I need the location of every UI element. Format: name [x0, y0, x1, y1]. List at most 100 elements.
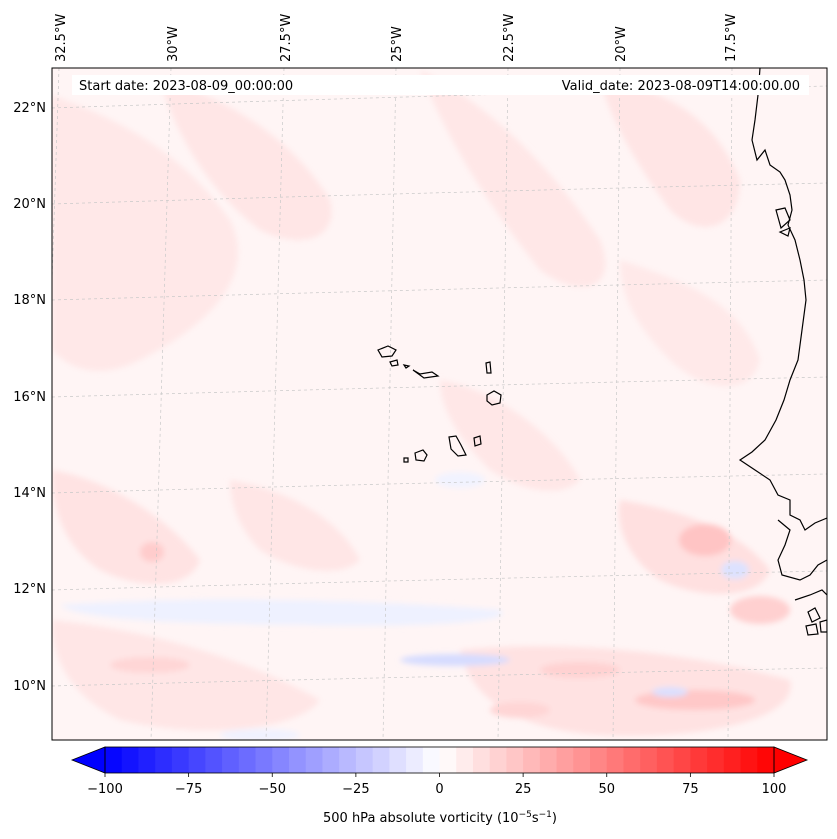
graticule	[52, 68, 827, 740]
colorbar-extend-low	[70, 746, 106, 774]
lat-label: 20°N	[13, 197, 46, 212]
map-frame	[51, 67, 828, 741]
vorticity-negative	[652, 687, 688, 697]
meridian	[497, 68, 509, 740]
parallel	[52, 570, 827, 591]
colorbar-cell	[723, 747, 742, 773]
africa-coastline	[775, 207, 791, 230]
colorbar-cell	[205, 747, 223, 773]
lon-label: 17.5°W	[724, 14, 739, 62]
vorticity-field	[52, 70, 791, 740]
vorticity-patch	[620, 260, 760, 387]
vorticity-patch	[52, 95, 238, 371]
colorbar-cell	[673, 747, 691, 773]
vorticity-negative	[721, 561, 749, 579]
colorbar-cell	[322, 747, 340, 773]
lat-label: 12°N	[13, 582, 46, 597]
colorbar-cell	[707, 747, 725, 773]
colorbar-cell	[255, 747, 273, 773]
colorbar-cell	[539, 747, 558, 773]
lat-label: 16°N	[13, 390, 46, 405]
island-fogo	[414, 449, 428, 462]
colorbar-cell	[355, 747, 374, 773]
vorticity-patch	[160, 80, 332, 240]
island-brava	[403, 457, 409, 463]
colorbar-cell	[272, 747, 290, 773]
valid-date-label: Valid_date: 2023-08-09T14:00:00.00	[562, 79, 800, 94]
vorticity-patch	[420, 70, 606, 287]
vorticity-negative	[220, 729, 300, 740]
colorbar-tick-label: −25	[342, 782, 369, 797]
parallel	[52, 182, 827, 205]
colorbar: −100 −75 −50 −25 0 25 50 75 100 500 hPa absolute…	[70, 746, 809, 826]
colorbar-cell	[222, 747, 240, 773]
island-sao-vicente	[389, 359, 399, 367]
island-santiago	[448, 435, 467, 457]
parallel	[52, 667, 827, 687]
lon-label: 27.5°W	[279, 14, 294, 62]
colorbar-extend-high	[773, 746, 809, 774]
vorticity-patch	[52, 620, 320, 731]
vorticity-core	[490, 702, 550, 718]
longitude-labels: 32.5°W 30°W 27.5°W 25°W 22.5°W 20°W 17.5…	[54, 14, 739, 62]
vorticity-core	[140, 542, 164, 562]
africa-coastline	[805, 623, 819, 636]
meridian	[382, 68, 397, 740]
colorbar-cell	[389, 747, 407, 773]
colorbar-cell	[523, 747, 541, 773]
colorbar-cell	[105, 747, 123, 773]
colorbar-cell	[238, 747, 257, 773]
vorticity-patch	[230, 480, 360, 571]
colorbar-cell	[489, 747, 508, 773]
lat-label: 18°N	[13, 293, 46, 308]
lon-label: 25°W	[390, 26, 405, 62]
colorbar-cell	[288, 747, 307, 773]
colorbar-cell	[439, 747, 457, 773]
vorticity-negative	[435, 472, 485, 488]
vorticity-core	[730, 596, 790, 624]
vorticity-patch	[600, 80, 740, 227]
colorbar-cell	[372, 747, 390, 773]
colorbar-label-exp1: −5	[519, 810, 532, 820]
colorbar-cell	[623, 747, 641, 773]
colorbar-cell	[339, 747, 357, 773]
colorbar-cell	[573, 747, 591, 773]
colorbar-tick-label: 75	[682, 782, 699, 797]
lon-label: 20°W	[614, 26, 629, 62]
africa-coastline	[738, 68, 827, 531]
parallel	[52, 279, 827, 301]
vorticity-core	[540, 662, 620, 678]
colorbar-cell	[757, 747, 775, 773]
colorbar-cell	[406, 747, 424, 773]
lon-label: 30°W	[166, 26, 181, 62]
lon-label: 32.5°W	[54, 14, 69, 62]
colorbar-ticks: −100 −75 −50 −25 0 25 50 75 100	[87, 773, 786, 797]
lat-label: 10°N	[13, 679, 46, 694]
colorbar-cell	[155, 747, 173, 773]
parallel	[52, 473, 827, 494]
start-date-label: Start date: 2023-08-09_00:00:00	[79, 79, 293, 94]
colorbar-cell	[656, 747, 675, 773]
lon-label: 22.5°W	[502, 14, 517, 62]
colorbar-cell	[606, 747, 625, 773]
colorbar-cell	[472, 747, 491, 773]
vorticity-negative	[60, 599, 503, 626]
island-sao-nicolau	[412, 369, 440, 379]
colorbar-tick-label: −50	[259, 782, 286, 797]
island-santa-luzia	[402, 364, 411, 369]
colorbar-cells	[105, 747, 775, 773]
colorbar-label-units: s	[532, 811, 539, 826]
colorbar-cell	[422, 747, 441, 773]
colorbar-cell	[556, 747, 574, 773]
parallel	[52, 85, 827, 109]
vorticity-core	[679, 524, 731, 556]
title-background	[72, 75, 809, 95]
africa-coastline	[807, 607, 821, 623]
island-boa-vista	[486, 390, 502, 406]
vorticity-core	[110, 657, 190, 673]
meridian	[727, 68, 733, 740]
vorticity-negative	[400, 654, 510, 666]
colorbar-cell	[456, 747, 474, 773]
colorbar-label-exp2: −1	[539, 810, 552, 820]
